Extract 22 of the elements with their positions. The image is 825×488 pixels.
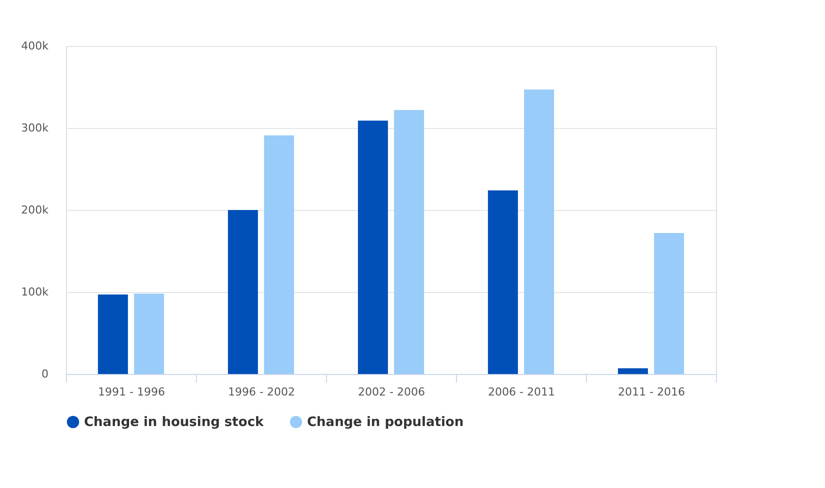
bar bbox=[98, 294, 128, 374]
y-tick-label: 100k bbox=[21, 286, 50, 298]
bar bbox=[524, 89, 554, 374]
bar bbox=[358, 120, 388, 374]
legend-label: Change in population bbox=[307, 415, 464, 430]
y-tick-label: 400k bbox=[21, 40, 50, 52]
y-tick-label: 300k bbox=[21, 122, 50, 134]
y-tick-label: 200k bbox=[21, 204, 50, 216]
bar bbox=[394, 110, 424, 374]
bar bbox=[488, 190, 518, 374]
x-tick-label: 2002 - 2006 bbox=[358, 386, 425, 398]
bar bbox=[134, 294, 164, 374]
legend-label: Change in housing stock bbox=[84, 415, 264, 430]
bar bbox=[264, 135, 294, 374]
bar bbox=[618, 368, 648, 374]
x-tick-label: 1991 - 1996 bbox=[98, 386, 165, 398]
x-tick-label: 2011 - 2016 bbox=[618, 386, 685, 398]
bar bbox=[654, 232, 684, 374]
x-tick-label: 2006 - 2011 bbox=[488, 386, 555, 398]
y-tick-label: 0 bbox=[42, 368, 48, 380]
bar bbox=[228, 210, 258, 374]
x-tick-label: 1996 - 2002 bbox=[228, 386, 295, 398]
